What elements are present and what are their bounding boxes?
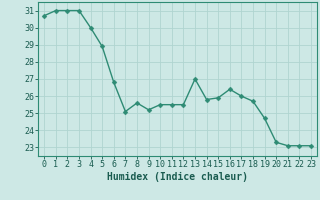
X-axis label: Humidex (Indice chaleur): Humidex (Indice chaleur) bbox=[107, 172, 248, 182]
